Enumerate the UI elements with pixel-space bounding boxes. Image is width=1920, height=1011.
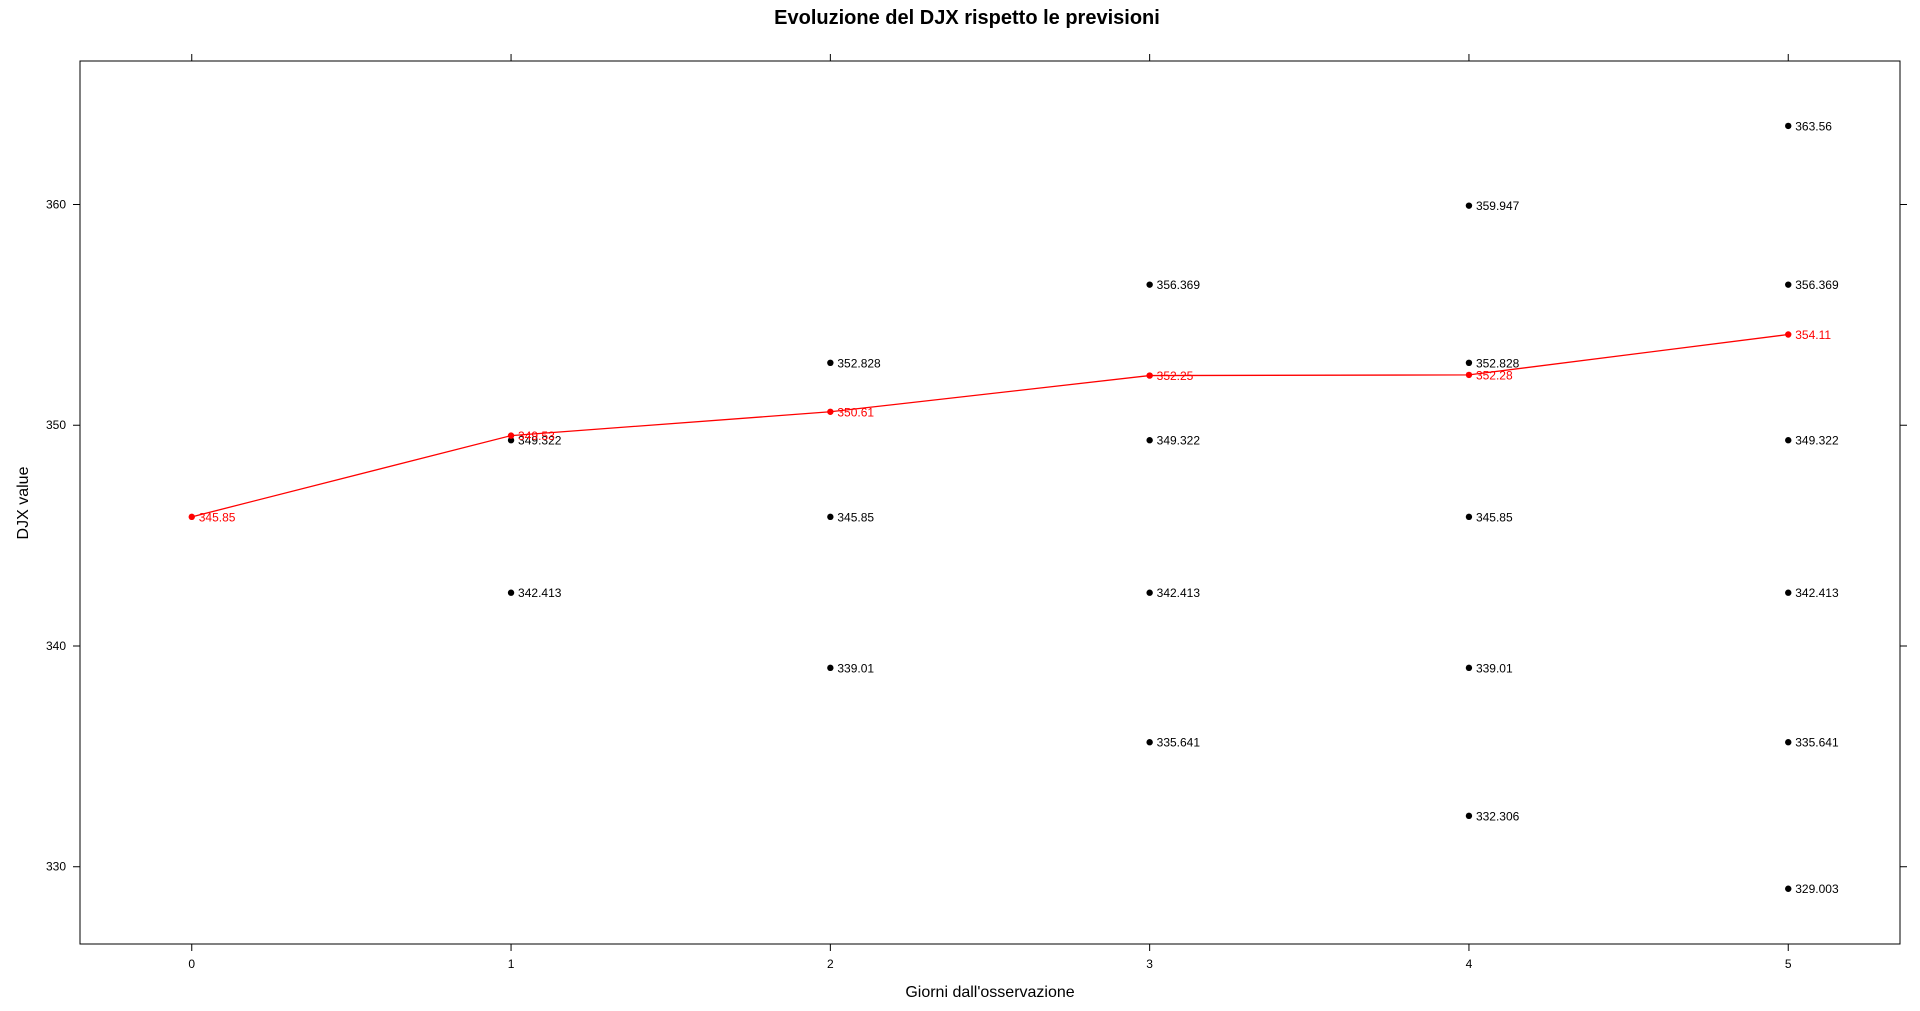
forecast-data-label: 354.11 bbox=[1795, 328, 1831, 342]
x-tick-label: 1 bbox=[508, 957, 515, 971]
forecast-point bbox=[1465, 371, 1473, 379]
scenario-data-label: 345.85 bbox=[837, 510, 874, 524]
scenario-data-label: 356.369 bbox=[1157, 278, 1201, 292]
y-tick-label: 330 bbox=[46, 860, 66, 874]
scenario-point bbox=[1785, 885, 1792, 892]
scenario-point bbox=[1785, 437, 1792, 444]
x-axis-label: Giorni dall'osservazione bbox=[905, 984, 1074, 1001]
forecast-data-label: 349.53 bbox=[518, 429, 555, 443]
x-tick-label: 0 bbox=[188, 957, 195, 971]
scenario-point bbox=[1465, 359, 1473, 367]
scenario-point bbox=[1465, 664, 1473, 672]
scenario-point bbox=[1465, 202, 1473, 209]
forecast-data-label: 350.61 bbox=[837, 405, 874, 419]
scenario-point bbox=[1465, 812, 1473, 820]
chart-title: Evoluzione del DJX rispetto le prevision… bbox=[774, 7, 1160, 29]
y-tick-label: 340 bbox=[46, 639, 66, 653]
scenario-data-label: 329.003 bbox=[1795, 882, 1839, 896]
scenario-point bbox=[1146, 281, 1153, 288]
y-axis-label: DJX value bbox=[15, 466, 32, 539]
x-tick-label: 5 bbox=[1785, 957, 1792, 971]
scenario-data-label: 335.641 bbox=[1795, 736, 1839, 750]
scenario-data-label: 356.369 bbox=[1795, 278, 1839, 292]
scenario-point bbox=[507, 589, 515, 596]
scenario-point bbox=[1785, 122, 1792, 130]
scenario-point bbox=[827, 664, 834, 672]
forecast-point bbox=[827, 408, 834, 415]
scenario-point bbox=[827, 359, 834, 367]
scenario-point bbox=[827, 513, 834, 521]
scenario-data-label: 332.306 bbox=[1476, 809, 1520, 823]
scenario-data-label: 339.01 bbox=[1476, 661, 1513, 675]
forecast-data-label: 352.28 bbox=[1476, 368, 1513, 382]
scenario-data-label: 352.828 bbox=[1476, 356, 1520, 370]
scenario-data-label: 359.947 bbox=[1476, 199, 1520, 213]
forecast-data-label: 352.25 bbox=[1157, 369, 1194, 383]
x-tick-label: 3 bbox=[1146, 957, 1153, 971]
forecast-data-label: 345.85 bbox=[199, 510, 236, 524]
scenario-data-label: 349.322 bbox=[1157, 434, 1201, 448]
y-tick-label: 360 bbox=[46, 197, 66, 211]
scenario-data-label: 349.322 bbox=[518, 434, 562, 448]
forecast-point bbox=[507, 432, 515, 439]
scenario-point bbox=[1146, 437, 1153, 444]
forecast-series-line bbox=[191, 333, 1789, 518]
scenario-point bbox=[1785, 739, 1792, 746]
y-tick-label: 350 bbox=[46, 418, 66, 432]
x-tick-label: 4 bbox=[1466, 957, 1473, 971]
scenario-data-label: 335.641 bbox=[1157, 736, 1201, 750]
scenario-data-label: 345.85 bbox=[1476, 510, 1513, 524]
forecast-point bbox=[188, 513, 195, 521]
scenario-point bbox=[1465, 513, 1473, 521]
scenario-data-label: 342.413 bbox=[1795, 586, 1839, 600]
scenario-data-label: 342.413 bbox=[518, 586, 562, 600]
scenario-point bbox=[1785, 281, 1792, 288]
chart-marks: 349.322 342.413 352.828 345.85 339.01 356.369… bbox=[188, 119, 1839, 896]
scenario-data-label: 339.01 bbox=[837, 661, 874, 675]
plot-frame bbox=[79, 60, 1901, 945]
forecast-point bbox=[1785, 331, 1792, 338]
scenario-point bbox=[1146, 589, 1153, 596]
scenario-point bbox=[1785, 589, 1792, 596]
scenario-data-label: 342.413 bbox=[1157, 586, 1201, 600]
scenario-data-label: 349.322 bbox=[1795, 434, 1839, 448]
x-tick-label: 2 bbox=[827, 957, 834, 971]
x-axis: 0 1 2 3 4 5 bbox=[188, 54, 1792, 971]
scenario-point bbox=[507, 437, 515, 444]
scenario-data-label: 352.828 bbox=[837, 356, 881, 370]
scenario-data-label: 363.56 bbox=[1795, 119, 1832, 133]
forecast-point bbox=[1146, 372, 1153, 379]
y-axis: 330 340 350 360 bbox=[46, 197, 1907, 874]
scenario-point bbox=[1146, 739, 1153, 746]
